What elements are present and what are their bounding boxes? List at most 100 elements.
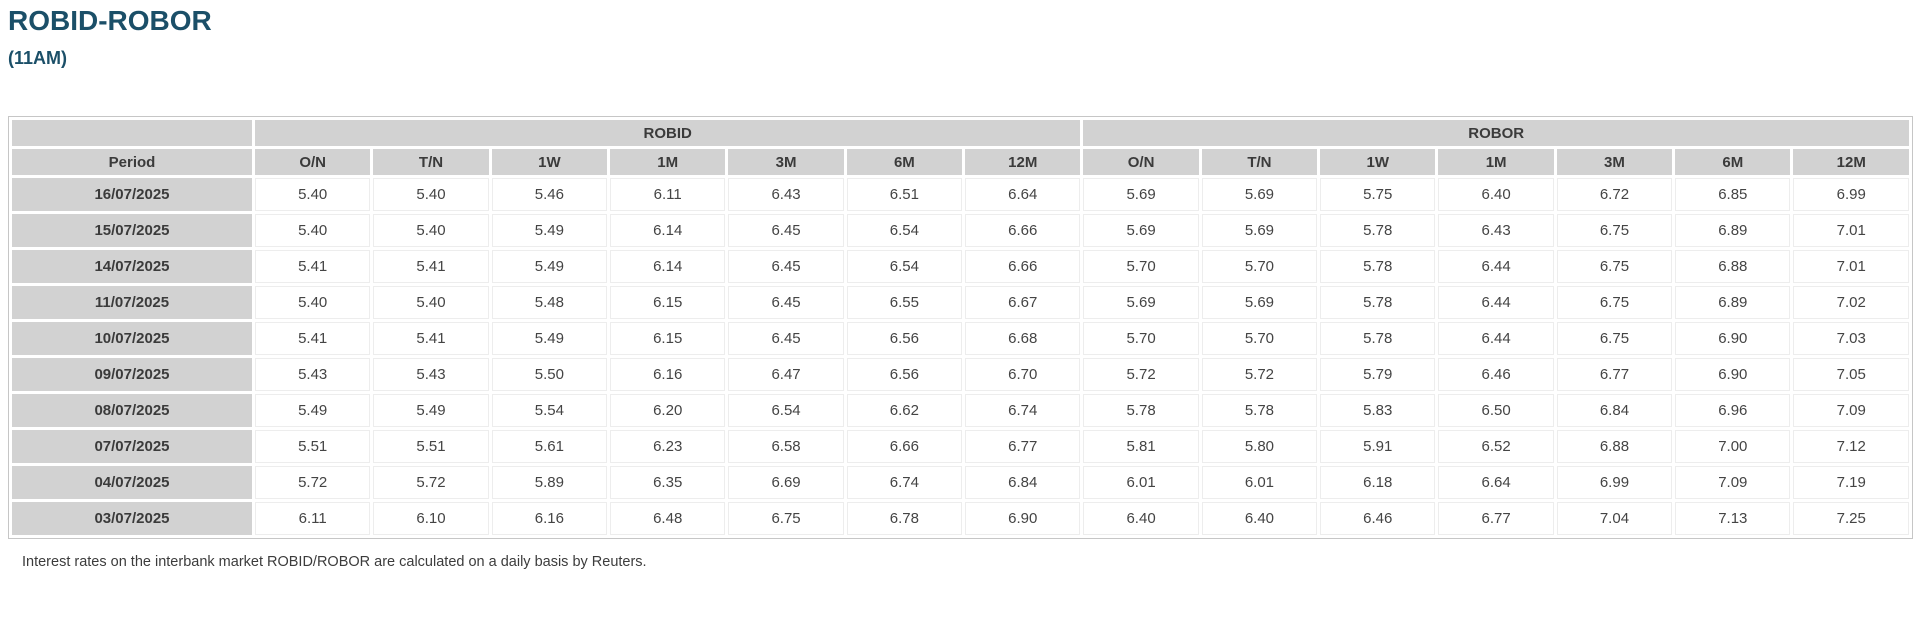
robor-3m-cell: 6.72	[1556, 178, 1673, 211]
robor-6m-cell: 7.00	[1675, 430, 1791, 463]
robor-6m-cell: 6.85	[1675, 178, 1791, 211]
robid-12m-cell: 6.64	[965, 178, 1081, 211]
robid-tn-cell: 5.72	[373, 466, 489, 499]
robid-6m-cell: 6.55	[846, 286, 963, 319]
robid-tenor-header-6m: 6M	[846, 149, 963, 175]
robor-1m-cell: 6.77	[1438, 502, 1554, 535]
robid-on-cell: 5.72	[255, 466, 371, 499]
robid-12m-cell: 6.70	[965, 358, 1081, 391]
table-row: 14/07/2025 5.41 5.41 5.49 6.14 6.45 6.54…	[12, 250, 1909, 283]
robor-12m-cell: 7.05	[1793, 358, 1909, 391]
robid-1m-cell: 6.35	[610, 466, 726, 499]
robor-12m-cell: 7.19	[1793, 466, 1909, 499]
robor-6m-cell: 6.96	[1675, 394, 1791, 427]
robid-tn-cell: 5.40	[373, 214, 489, 247]
robid-6m-cell: 6.62	[846, 394, 963, 427]
robor-tenor-header-on: O/N	[1083, 149, 1199, 175]
robor-12m-cell: 7.03	[1793, 322, 1909, 355]
robid-12m-cell: 6.67	[965, 286, 1081, 319]
robor-1m-cell: 6.43	[1438, 214, 1554, 247]
table-row: 07/07/2025 5.51 5.51 5.61 6.23 6.58 6.66…	[12, 430, 1909, 463]
period-cell: 16/07/2025	[12, 178, 252, 211]
robor-tn-cell: 5.69	[1201, 178, 1318, 211]
robid-3m-cell: 6.45	[728, 214, 844, 247]
robor-12m-cell: 7.02	[1793, 286, 1909, 319]
robor-tenor-header-tn: T/N	[1201, 149, 1318, 175]
robor-3m-cell: 6.84	[1556, 394, 1673, 427]
robid-tn-cell: 5.41	[373, 250, 489, 283]
robor-tn-cell: 5.80	[1201, 430, 1318, 463]
robid-tenor-header-1w: 1W	[491, 149, 608, 175]
robid-on-cell: 5.40	[255, 214, 371, 247]
robid-tenor-header-tn: T/N	[373, 149, 489, 175]
robid-1w-cell: 5.48	[491, 286, 608, 319]
rates-table: ROBID ROBOR Period O/N T/N 1W 1M 3M 6M 1…	[8, 116, 1913, 539]
robid-6m-cell: 6.66	[846, 430, 963, 463]
rates-table-header: ROBID ROBOR Period O/N T/N 1W 1M 3M 6M 1…	[12, 120, 1909, 175]
robid-on-cell: 5.41	[255, 322, 371, 355]
robid-tn-cell: 6.10	[373, 502, 489, 535]
robor-3m-cell: 6.75	[1556, 250, 1673, 283]
robid-3m-cell: 6.75	[728, 502, 844, 535]
robid-group-header: ROBID	[255, 120, 1081, 146]
robid-1w-cell: 5.49	[491, 214, 608, 247]
robid-tenor-header-1m: 1M	[610, 149, 726, 175]
robid-12m-cell: 6.90	[965, 502, 1081, 535]
robor-on-cell: 5.72	[1083, 358, 1199, 391]
robid-1m-cell: 6.11	[610, 178, 726, 211]
robor-1w-cell: 6.18	[1320, 466, 1436, 499]
robor-tn-cell: 5.69	[1201, 286, 1318, 319]
robor-12m-cell: 7.01	[1793, 250, 1909, 283]
robid-tn-cell: 5.40	[373, 178, 489, 211]
robor-1w-cell: 5.79	[1320, 358, 1436, 391]
robid-1w-cell: 5.49	[491, 250, 608, 283]
robor-tenor-header-6m: 6M	[1675, 149, 1791, 175]
robor-1m-cell: 6.44	[1438, 250, 1554, 283]
robor-on-cell: 5.69	[1083, 214, 1199, 247]
robor-tn-cell: 5.69	[1201, 214, 1318, 247]
period-header: Period	[12, 149, 252, 175]
table-row: 15/07/2025 5.40 5.40 5.49 6.14 6.45 6.54…	[12, 214, 1909, 247]
period-cell: 08/07/2025	[12, 394, 252, 427]
robor-1w-cell: 5.83	[1320, 394, 1436, 427]
robor-1m-cell: 6.44	[1438, 322, 1554, 355]
robor-tn-cell: 6.01	[1201, 466, 1318, 499]
page-subtitle: (11AM)	[8, 48, 68, 68]
robor-3m-cell: 6.75	[1556, 286, 1673, 319]
robor-1m-cell: 6.52	[1438, 430, 1554, 463]
period-cell: 04/07/2025	[12, 466, 252, 499]
table-row: 03/07/2025 6.11 6.10 6.16 6.48 6.75 6.78…	[12, 502, 1909, 535]
robor-3m-cell: 7.04	[1556, 502, 1673, 535]
robid-tn-cell: 5.41	[373, 322, 489, 355]
robor-tn-cell: 5.72	[1201, 358, 1318, 391]
robor-1w-cell: 5.78	[1320, 322, 1436, 355]
robid-1w-cell: 5.50	[491, 358, 608, 391]
robid-1w-cell: 5.54	[491, 394, 608, 427]
period-cell: 07/07/2025	[12, 430, 252, 463]
robor-1w-cell: 5.78	[1320, 214, 1436, 247]
robid-1m-cell: 6.23	[610, 430, 726, 463]
robid-tn-cell: 5.43	[373, 358, 489, 391]
robid-tenor-header-3m: 3M	[728, 149, 844, 175]
robor-1w-cell: 5.75	[1320, 178, 1436, 211]
robor-6m-cell: 7.09	[1675, 466, 1791, 499]
period-cell: 03/07/2025	[12, 502, 252, 535]
robid-1m-cell: 6.20	[610, 394, 726, 427]
robid-12m-cell: 6.77	[965, 430, 1081, 463]
table-row: 04/07/2025 5.72 5.72 5.89 6.35 6.69 6.74…	[12, 466, 1909, 499]
robid-on-cell: 5.40	[255, 178, 371, 211]
robor-6m-cell: 6.89	[1675, 286, 1791, 319]
robid-1m-cell: 6.14	[610, 250, 726, 283]
robor-on-cell: 6.01	[1083, 466, 1199, 499]
robid-6m-cell: 6.56	[846, 358, 963, 391]
robor-3m-cell: 6.77	[1556, 358, 1673, 391]
robid-1m-cell: 6.15	[610, 286, 726, 319]
robor-1w-cell: 6.46	[1320, 502, 1436, 535]
robid-on-cell: 6.11	[255, 502, 371, 535]
robor-on-cell: 5.69	[1083, 286, 1199, 319]
robid-tenor-header-12m: 12M	[965, 149, 1081, 175]
robor-6m-cell: 6.90	[1675, 358, 1791, 391]
robor-1m-cell: 6.40	[1438, 178, 1554, 211]
group-header-row: ROBID ROBOR	[12, 120, 1909, 146]
tenor-header-row: Period O/N T/N 1W 1M 3M 6M 12M O/N T/N 1…	[12, 149, 1909, 175]
